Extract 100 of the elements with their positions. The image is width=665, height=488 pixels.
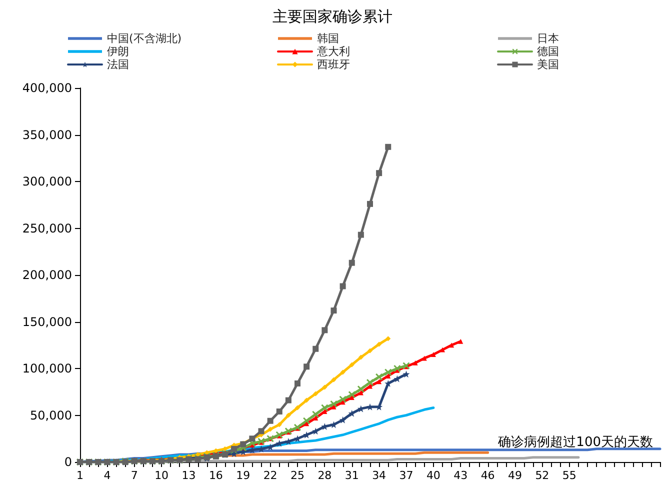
x-tick-label: 31 <box>344 469 359 482</box>
point <box>285 397 292 404</box>
x-tick-label: 7 <box>130 469 138 482</box>
point <box>449 342 454 348</box>
y-tick-label: 250,000 <box>22 221 72 236</box>
point <box>394 375 401 382</box>
point <box>348 391 356 398</box>
point <box>376 403 383 410</box>
point <box>222 446 228 452</box>
point <box>376 170 382 176</box>
chart-title: 主要国家确诊累计 <box>272 8 392 26</box>
point <box>384 368 392 376</box>
point <box>422 356 427 361</box>
y-tick-label: 300,000 <box>22 174 72 188</box>
point <box>330 400 338 408</box>
x-tick-label: 28 <box>318 469 332 482</box>
y-tick-label: 100,000 <box>22 362 72 376</box>
point <box>366 379 374 386</box>
point <box>376 379 382 384</box>
x-tick-label: 1 <box>76 469 84 482</box>
point <box>312 346 319 352</box>
x-axis-title: 确诊病例超过100天的天数 <box>497 435 654 450</box>
x-tick-label: 43 <box>454 469 468 482</box>
point <box>358 232 364 238</box>
legend-label: 伊朗 <box>107 45 129 58</box>
point <box>367 200 373 207</box>
point <box>368 348 372 354</box>
point <box>294 380 300 386</box>
point <box>240 448 247 456</box>
point <box>268 426 273 432</box>
point <box>458 338 464 344</box>
legend-label: 西班牙 <box>317 58 350 71</box>
x-tick-label: 19 <box>236 469 250 482</box>
point <box>340 370 346 375</box>
legend-label: 韩国 <box>317 32 339 45</box>
legend-label: 美国 <box>537 58 559 71</box>
y-tick-label: 50,000 <box>30 408 72 422</box>
x-tick-label: 16 <box>208 469 223 482</box>
point <box>349 362 354 368</box>
x-tick-label: 10 <box>154 469 169 482</box>
point <box>358 354 364 360</box>
x-tick-label: 40 <box>426 469 440 482</box>
point <box>358 390 364 396</box>
point <box>304 364 310 370</box>
y-tick-label: 400,000 <box>22 81 72 95</box>
point <box>412 360 418 366</box>
point <box>430 352 436 357</box>
point <box>286 412 291 418</box>
x-tick-label: 37 <box>399 469 414 482</box>
point <box>313 391 318 396</box>
legend-label: 日本 <box>537 32 559 45</box>
legend-label: 法国 <box>107 58 129 71</box>
point <box>357 386 364 393</box>
point <box>294 435 301 442</box>
point <box>267 418 274 424</box>
x-tick-label: 13 <box>182 469 196 482</box>
x-tick-label: 25 <box>290 469 304 482</box>
point <box>304 398 310 403</box>
y-tick-label: 200,000 <box>22 268 72 282</box>
point <box>357 405 364 412</box>
y-tick-label: 150,000 <box>22 314 72 329</box>
point <box>386 336 391 342</box>
point <box>276 422 282 428</box>
point <box>231 446 238 452</box>
point <box>276 408 282 415</box>
point <box>340 283 346 290</box>
point <box>284 438 292 445</box>
point <box>331 377 336 382</box>
point <box>376 342 382 347</box>
point <box>258 428 264 434</box>
point <box>330 308 337 314</box>
legend-label: 中国(不含湖北) <box>107 32 182 45</box>
point <box>440 347 445 352</box>
point <box>348 410 356 417</box>
legend-label: 意大利 <box>316 45 350 58</box>
point <box>376 373 383 380</box>
x-tick-label: 34 <box>372 469 386 482</box>
point <box>339 416 346 424</box>
x-tick-label: 52 <box>535 469 550 482</box>
point <box>303 417 310 424</box>
x-tick-label: 49 <box>508 469 522 482</box>
point <box>366 403 374 410</box>
x-tick-label: 22 <box>263 469 278 482</box>
y-tick-label: 350,000 <box>22 128 72 142</box>
point <box>348 260 355 266</box>
point <box>402 370 410 378</box>
legend-label: 德国 <box>537 45 559 58</box>
point <box>394 365 401 372</box>
point <box>330 421 338 428</box>
point <box>385 144 392 150</box>
point <box>322 327 328 334</box>
point <box>312 410 320 418</box>
x-tick-label: 4 <box>104 469 111 482</box>
point <box>339 396 346 403</box>
point <box>295 405 300 410</box>
x-tick-label: 55 <box>562 469 576 482</box>
point <box>321 404 328 412</box>
point <box>322 384 328 390</box>
y-tick-label: 0 <box>64 455 72 469</box>
x-tick-label: 46 <box>480 469 495 482</box>
